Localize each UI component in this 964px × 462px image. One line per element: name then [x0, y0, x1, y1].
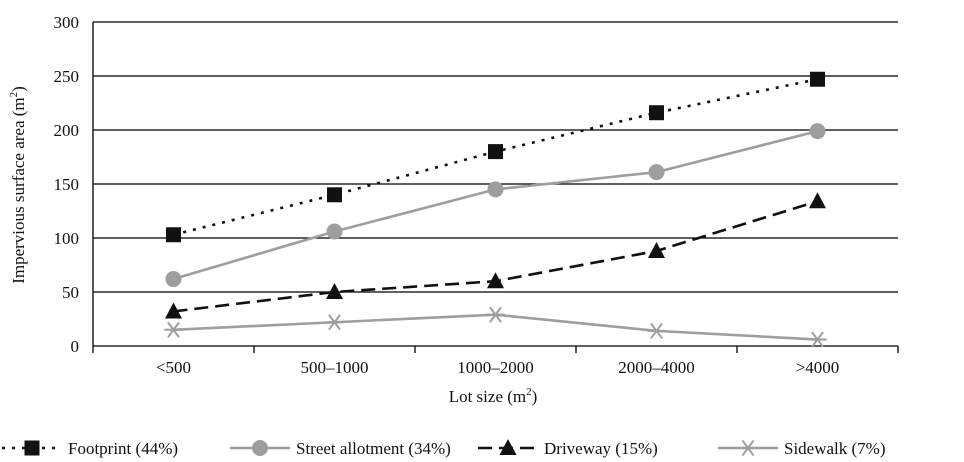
data-point-3	[808, 331, 827, 348]
series-line-3	[173, 313, 818, 341]
data-point-0	[327, 187, 342, 203]
y-axis-title: Impervious surface area (m2)	[8, 86, 28, 284]
legend-marker	[499, 439, 517, 455]
data-point-2	[648, 241, 665, 258]
tick-labels: 0 50 100 150 200 250 300 <500 500–1000 1000–2000 2…	[54, 13, 840, 377]
data-point-1	[165, 271, 182, 288]
data-point-1	[809, 123, 826, 140]
legend-item: Street allotment (34%)	[230, 439, 451, 458]
legend-item: Driveway (15%)	[478, 439, 658, 458]
data-point-0	[810, 71, 825, 87]
y-tick-label: 150	[54, 175, 80, 194]
y-tick-label: 200	[54, 121, 80, 140]
data-point-3	[325, 314, 344, 331]
data-point-0	[649, 105, 664, 121]
x-tick-label: 2000–4000	[618, 358, 695, 377]
data-point-3	[486, 306, 505, 323]
data-point-0	[166, 227, 181, 243]
y-tick-label: 250	[54, 67, 80, 86]
legend-item: Footprint (44%)	[2, 439, 178, 458]
x-axis-title: Lot size (m2)	[449, 386, 538, 406]
legend: Footprint (44%) Street allotment (34%) Dri…	[2, 439, 886, 458]
data-point-2	[809, 192, 826, 209]
legend-label: Sidewalk (7%)	[784, 439, 886, 458]
x-tick-label: 500–1000	[301, 358, 369, 377]
legend-marker	[738, 440, 758, 456]
data-point-2	[165, 302, 182, 319]
data-point-2	[326, 283, 343, 299]
series-group	[164, 71, 827, 348]
x-tick-label: <500	[156, 358, 191, 377]
y-tick-label: 50	[62, 283, 79, 302]
legend-marker	[252, 440, 268, 456]
legend-item: Sidewalk (7%)	[718, 439, 886, 458]
data-point-2	[487, 272, 504, 289]
y-tick-label: 100	[54, 229, 80, 248]
axes	[92, 22, 899, 353]
legend-label: Footprint (44%)	[68, 439, 178, 458]
y-tick-label: 0	[71, 337, 80, 356]
y-tick-label: 300	[54, 13, 80, 32]
legend-label: Street allotment (34%)	[296, 439, 451, 458]
legend-label: Driveway (15%)	[544, 439, 658, 458]
data-point-0	[488, 144, 503, 160]
data-point-3	[647, 323, 666, 339]
x-tick-label: >4000	[796, 358, 840, 377]
data-point-1	[648, 164, 665, 181]
data-point-1	[487, 181, 504, 198]
data-point-3	[164, 322, 183, 338]
series-line-2	[173, 200, 818, 313]
legend-marker	[24, 440, 40, 456]
x-tick-label: 1000–2000	[457, 358, 534, 377]
data-point-1	[326, 223, 343, 240]
